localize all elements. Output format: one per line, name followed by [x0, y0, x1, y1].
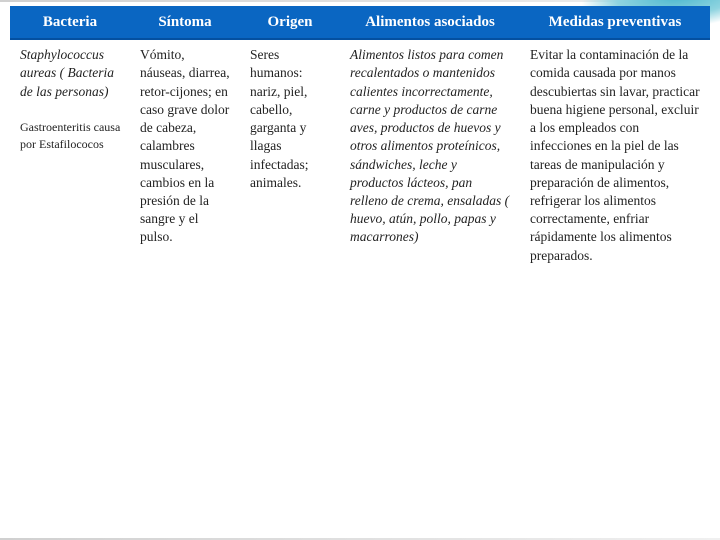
header-medidas: Medidas preventivas — [520, 6, 710, 39]
bacteria-table: Bacteria Síntoma Origen Alimentos asocia… — [10, 6, 710, 271]
slide: Bacteria Síntoma Origen Alimentos asocia… — [0, 0, 720, 540]
cell-medidas: Evitar la contaminación de la comida cau… — [520, 39, 710, 271]
cell-origen: Seres humanos: nariz, piel, cabello, gar… — [240, 39, 340, 271]
header-alimentos: Alimentos asociados — [340, 6, 520, 39]
header-sintoma: Síntoma — [130, 6, 240, 39]
header-bacteria: Bacteria — [10, 6, 130, 39]
cell-sintoma: Vómito, náuseas, diarrea, retor-cijones;… — [130, 39, 240, 271]
bacteria-subtitle: Gastroenteritis causa por Estafilococos — [20, 119, 122, 153]
bacteria-name: Staphylococcus aureas ( Bacteria de las … — [20, 46, 122, 101]
header-origen: Origen — [240, 6, 340, 39]
cell-alimentos: Alimentos listos para comen recalentados… — [340, 39, 520, 271]
table-row: Staphylococcus aureas ( Bacteria de las … — [10, 39, 710, 271]
cell-bacteria: Staphylococcus aureas ( Bacteria de las … — [10, 39, 130, 271]
table-header-row: Bacteria Síntoma Origen Alimentos asocia… — [10, 6, 710, 39]
